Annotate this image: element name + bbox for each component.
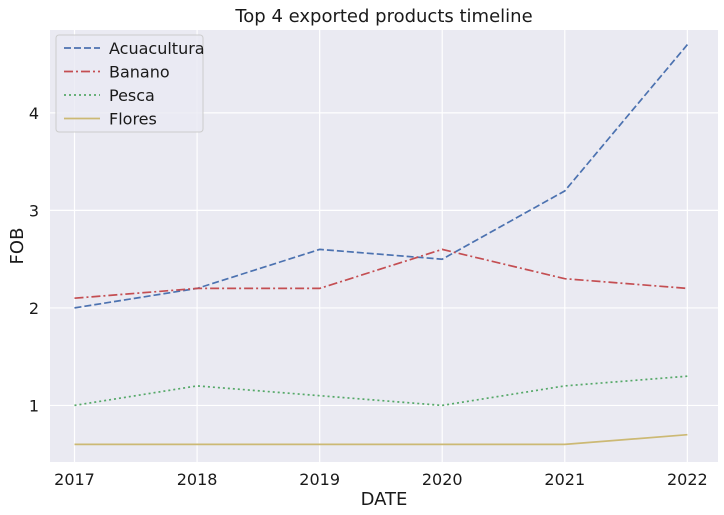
grid-lines [50,30,718,462]
x-tick-label: 2022 [667,470,708,489]
legend-label: Pesca [109,86,155,105]
series-line-banano [74,248,688,300]
y-tick-label: 4 [29,104,39,123]
x-axis-ticks: 2017 2018 2019 2020 2021 2022 [54,470,708,489]
legend-label: Flores [109,110,157,129]
x-tick-label: 2020 [422,470,463,489]
y-tick-label: 1 [29,396,39,415]
y-axis-ticks: 1 2 3 4 [29,104,39,416]
series-lines [74,44,689,446]
x-tick-label: 2017 [54,470,95,489]
legend-box [55,34,204,133]
series-line-acuacultura [74,44,689,309]
series-line-flores [74,433,688,446]
x-tick-label: 2019 [299,470,340,489]
y-tick-label: 2 [29,299,39,318]
legend-label: Banano [109,63,170,82]
chart-title: Top 4 exported products timeline [234,6,532,27]
legend: Acuacultura Banano Pesca Flores [55,34,205,133]
legend-label: Acuacultura [109,39,205,58]
y-axis-label: FOB [7,228,28,265]
x-axis-label: DATE [361,489,408,510]
x-tick-label: 2021 [544,470,585,489]
x-tick-label: 2018 [177,470,218,489]
y-tick-label: 3 [29,201,39,220]
